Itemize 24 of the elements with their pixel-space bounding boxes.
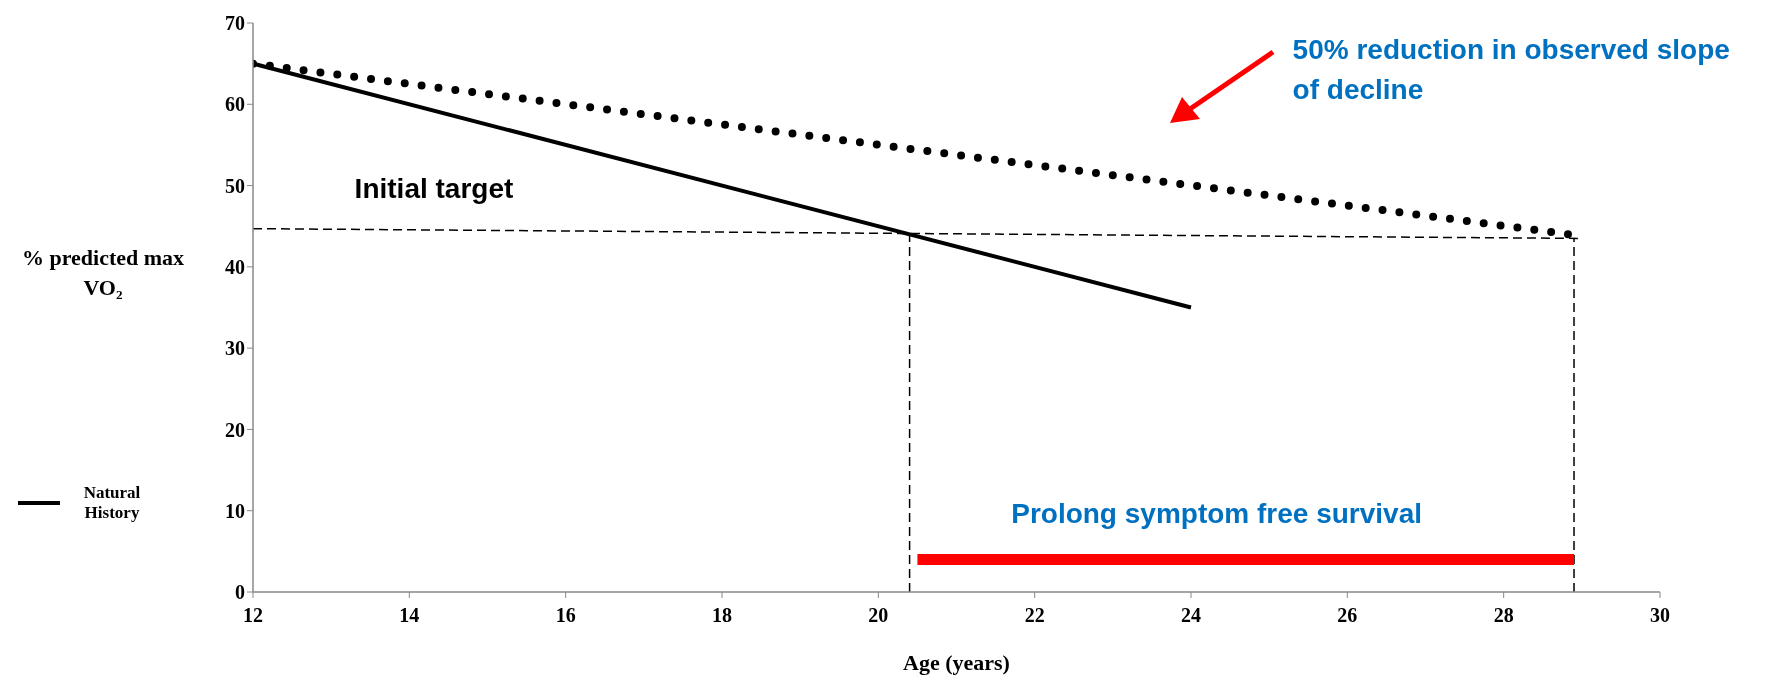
y-tick-label: 20	[225, 418, 245, 441]
x-tick-label: 12	[243, 604, 263, 627]
y-tick-label: 60	[225, 93, 245, 116]
x-tick-label: 28	[1493, 604, 1514, 627]
x-tick-label: 18	[712, 604, 732, 627]
legend-label: Natural History	[82, 482, 142, 523]
y-tick-label: 0	[235, 581, 245, 604]
x-tick-label: 22	[1024, 604, 1045, 627]
x-tick-label: 16	[555, 604, 576, 627]
y-tick-label: 50	[225, 174, 245, 197]
x-tick-label: 26	[1337, 604, 1358, 627]
x-axis-title: Age (years)	[903, 650, 1010, 675]
annotation: 50% reduction in observed slope of decline	[1292, 34, 1730, 106]
x-tick-label: 14	[399, 604, 420, 627]
annotation: Initial target	[354, 172, 514, 204]
x-tick-label: 30	[1650, 604, 1670, 627]
y-tick-label: 40	[225, 255, 245, 278]
annotation: Prolong symptom free survival	[1011, 497, 1422, 529]
y-tick-label: 70	[225, 12, 245, 35]
y-axis-title: % predicted max VO₂	[21, 244, 185, 300]
y-tick-label: 10	[225, 499, 245, 522]
x-tick-label: 24	[1181, 604, 1201, 627]
y-tick-label: 30	[225, 337, 245, 360]
x-tick-label: 20	[868, 604, 889, 627]
